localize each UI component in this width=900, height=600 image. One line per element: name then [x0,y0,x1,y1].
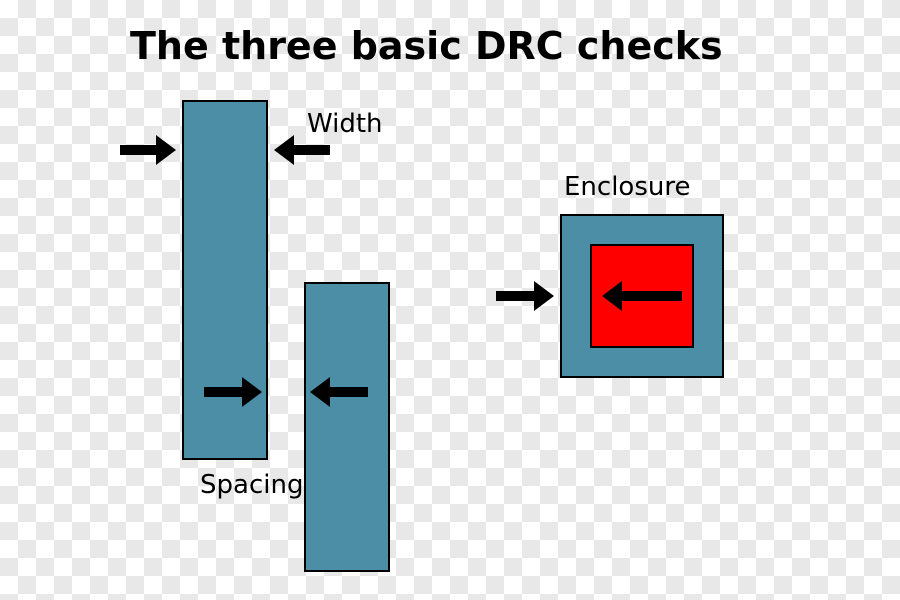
spacing-bar-right [304,282,390,572]
enclosure-label: Enclosure [564,172,690,202]
checker-background [0,0,900,600]
spacing-arrow-right [310,377,368,407]
enclosure-arrow-out [496,281,554,311]
spacing-arrow-left [204,377,262,407]
diagram-canvas: The three basic DRC checks Width Spacing… [0,0,900,600]
width-arrow-right [274,135,330,165]
width-arrow-left [120,135,176,165]
spacing-label: Spacing [200,470,303,500]
diagram-title: The three basic DRC checks [130,24,723,68]
enclosure-arrow-in [602,281,682,311]
